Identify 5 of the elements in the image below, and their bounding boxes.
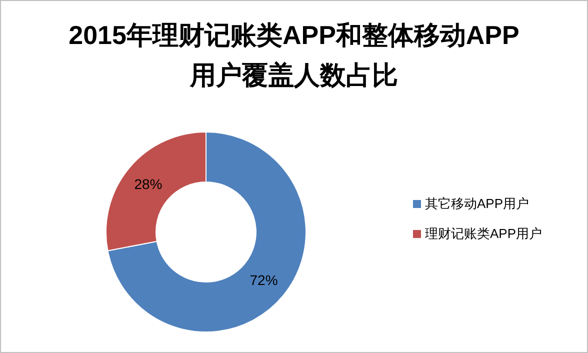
data-label: 72% bbox=[250, 272, 278, 288]
data-label: 28% bbox=[134, 176, 162, 192]
legend-label: 理财记账类APP用户 bbox=[425, 226, 542, 241]
chart-title: 2015年理财记账类APP和整体移动APP用户覆盖人数占比 bbox=[68, 19, 520, 92]
legend-label: 其它移动APP用户 bbox=[425, 196, 530, 211]
